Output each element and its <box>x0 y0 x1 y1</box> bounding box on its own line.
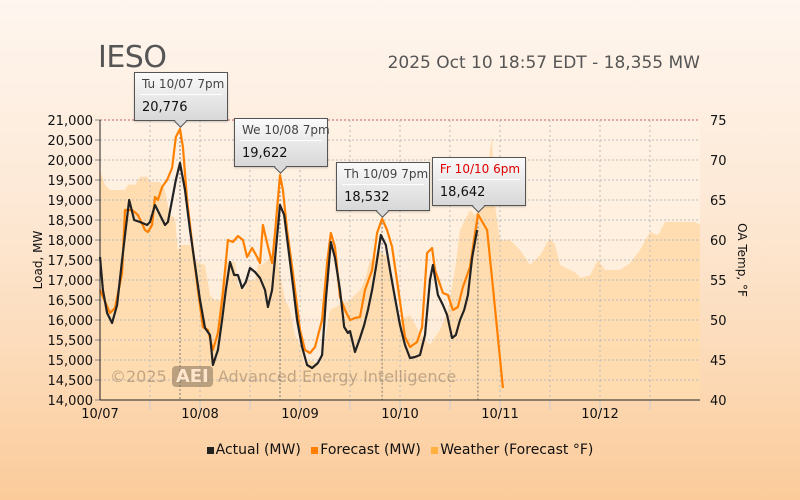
legend-item-actual[interactable]: Actual (MW) <box>206 442 301 458</box>
tooltip-label: Tu 10/07 7pm <box>140 75 224 95</box>
weather-area <box>100 136 700 401</box>
legend-label: Weather (Forecast °F) <box>440 442 594 458</box>
legend-swatch-icon <box>206 446 214 454</box>
y-tick-label: 18,000 <box>48 234 94 249</box>
y-tick-label: 16,500 <box>48 294 94 309</box>
y-tick-label: 19,500 <box>48 174 94 189</box>
forecast-series-line <box>98 127 505 389</box>
x-tick-label: 10/07 <box>81 407 118 422</box>
timestamp-load-readout: 2025 Oct 10 18:57 EDT - 18,355 MW <box>387 53 700 73</box>
y2-tick-label: 45 <box>710 354 727 369</box>
peak-tooltip: Fr 10/10 6pm 18,642 <box>431 157 526 207</box>
peak-tooltip: Th 10/09 7pm 18,532 <box>336 161 431 211</box>
chart-title: IESO <box>98 40 167 75</box>
watermark: ©2025 AEI Advanced Energy Intelligence <box>110 366 456 387</box>
y2-tick-label: 75 <box>710 114 727 129</box>
y2-tick-label: 40 <box>710 394 727 409</box>
tooltip-value: 19,622 <box>242 146 288 162</box>
x-tick-label: 10/08 <box>181 407 218 422</box>
x-tick-label: 10/12 <box>581 407 618 422</box>
tooltip-value: 18,532 <box>344 189 390 205</box>
watermark-text: Advanced Energy Intelligence <box>217 367 457 386</box>
y-tick-label: 17,000 <box>48 274 94 289</box>
y-axis-label: Load, MW <box>31 231 45 290</box>
peak-tooltip: We 10/08 7pm 19,622 <box>234 118 330 168</box>
y-tick-label: 18,500 <box>48 214 94 229</box>
tooltip-label: We 10/08 7pm <box>240 121 330 142</box>
legend-label: Forecast (MW) <box>320 442 421 458</box>
y-tick-label: 14,500 <box>48 374 94 389</box>
watermark-copyright: ©2025 <box>110 367 167 386</box>
actual-series-line <box>98 161 479 370</box>
tooltip-label: Fr 10/10 6pm <box>437 160 520 181</box>
x-tick-label: 10/10 <box>381 407 418 422</box>
peak-tooltip: Tu 10/07 7pm 20,776 <box>134 71 228 121</box>
tooltip-value: 20,776 <box>142 99 188 115</box>
y-tick-label: 14,000 <box>48 394 94 409</box>
y2-tick-label: 55 <box>710 274 727 289</box>
y2-tick-label: 60 <box>710 234 727 249</box>
y-tick-label: 21,000 <box>48 114 94 129</box>
legend-item-weather[interactable]: Weather (Forecast °F) <box>431 442 593 458</box>
y2-tick-label: 50 <box>710 314 727 329</box>
y-tick-label: 15,500 <box>48 334 94 349</box>
y-tick-label: 16,000 <box>48 314 94 329</box>
legend-swatch-icon <box>311 446 319 454</box>
y-tick-label: 15,000 <box>48 354 94 369</box>
y-tick-label: 19,000 <box>48 194 94 209</box>
legend: Actual (MW) Forecast (MW) Weather (Forec… <box>0 442 800 458</box>
y-tick-label: 20,500 <box>48 134 94 149</box>
aei-logo: AEI <box>171 366 213 387</box>
x-tick-label: 10/11 <box>481 407 518 422</box>
tooltip-label: Th 10/09 7pm <box>342 165 428 185</box>
legend-label: Actual (MW) <box>215 442 301 458</box>
y2-tick-label: 65 <box>710 194 727 209</box>
x-tick-label: 10/09 <box>281 407 318 422</box>
legend-item-forecast[interactable]: Forecast (MW) <box>311 442 421 458</box>
legend-swatch-icon <box>431 446 439 454</box>
y2-tick-label: 70 <box>710 154 727 169</box>
y2-axis-label: OA Temp, °F <box>735 223 749 297</box>
y-tick-label: 17,500 <box>48 254 94 269</box>
tooltip-value: 18,642 <box>439 185 486 201</box>
y-tick-label: 20,000 <box>48 154 94 169</box>
